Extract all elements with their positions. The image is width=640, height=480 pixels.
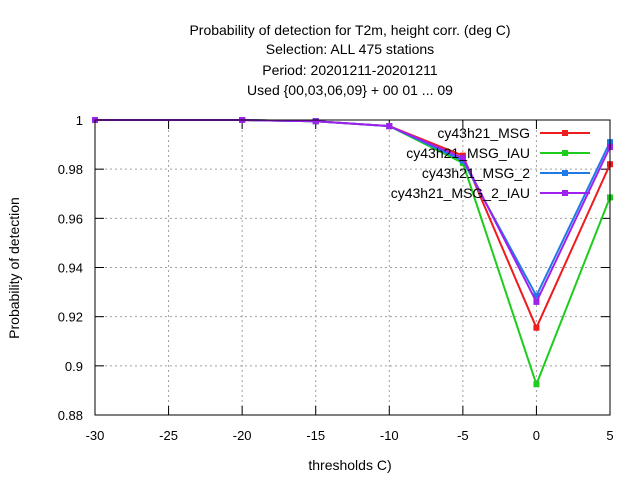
x-tick-label: -20 — [233, 428, 252, 443]
data-point — [533, 381, 540, 388]
title-line-3: Period: 20201211-20201211 — [262, 62, 438, 78]
y-tick-label: 0.94 — [58, 261, 83, 276]
legend-entry: cy43h21_MSG_2 — [422, 165, 590, 181]
y-tick-label: 0.96 — [58, 211, 83, 226]
x-axis-label: thresholds C) — [308, 457, 391, 473]
y-axis-label: Probability of detection — [6, 197, 22, 339]
tick-labels: -30 -25 -20 -15 -10 -5 0 5 0.88 0.9 0.92 0.94 0.96 0.… — [58, 113, 614, 443]
y-tick-label: 0.88 — [58, 408, 83, 423]
legend-entry: cy43h21_MSG_IAU — [406, 145, 590, 161]
x-tick-label: -10 — [380, 428, 399, 443]
data-point — [533, 298, 540, 305]
series-line — [95, 119, 611, 298]
x-tick-label: -30 — [86, 428, 105, 443]
y-tick-label: 0.98 — [58, 162, 83, 177]
title-line-4: Used {00,03,06,09} + 00 01 ... 09 — [247, 82, 453, 98]
legend-swatch-marker — [562, 130, 568, 136]
legend-label: cy43h21_MSG_2 — [422, 165, 530, 181]
y-tick-label: 0.9 — [65, 359, 83, 374]
legend-label: cy43h21_MSG_IAU — [406, 145, 530, 161]
legend-swatch-marker — [562, 170, 568, 176]
x-tick-label: 5 — [606, 428, 613, 443]
series-4 — [92, 117, 613, 305]
x-tick-label: -25 — [159, 428, 178, 443]
x-tick-label: -5 — [457, 428, 469, 443]
plot-frame — [94, 119, 611, 416]
series-3 — [92, 117, 613, 299]
series-line — [95, 119, 611, 305]
data-point — [312, 118, 319, 125]
legend-label: cy43h21_MSG_2_IAU — [391, 185, 530, 201]
series-2 — [92, 117, 613, 388]
y-tick-label: 0.92 — [58, 310, 83, 325]
data-point — [386, 123, 393, 130]
legend-entry: cy43h21_MSG_2_IAU — [391, 185, 590, 201]
legend-entry: cy43h21_MSG — [437, 125, 590, 141]
chart-title: Probability of detection for T2m, height… — [189, 22, 510, 98]
legend-swatch-marker — [562, 150, 568, 156]
legend: cy43h21_MSG cy43h21_MSG_IAU cy43h21_MSG_2c… — [391, 125, 590, 201]
series-lines — [92, 117, 613, 388]
x-tick-label: 0 — [533, 428, 540, 443]
grid — [95, 120, 610, 415]
x-tick-label: -15 — [306, 428, 325, 443]
legend-label: cy43h21_MSG — [437, 125, 530, 141]
legend-swatch-marker — [562, 190, 568, 196]
title-line-2: Selection: ALL 475 stations — [266, 41, 434, 57]
data-point — [459, 155, 466, 162]
data-point — [533, 292, 540, 299]
title-line-1: Probability of detection for T2m, height… — [189, 22, 510, 38]
data-point — [533, 324, 540, 331]
series-line — [95, 119, 611, 388]
y-tick-label: 1 — [76, 113, 83, 128]
